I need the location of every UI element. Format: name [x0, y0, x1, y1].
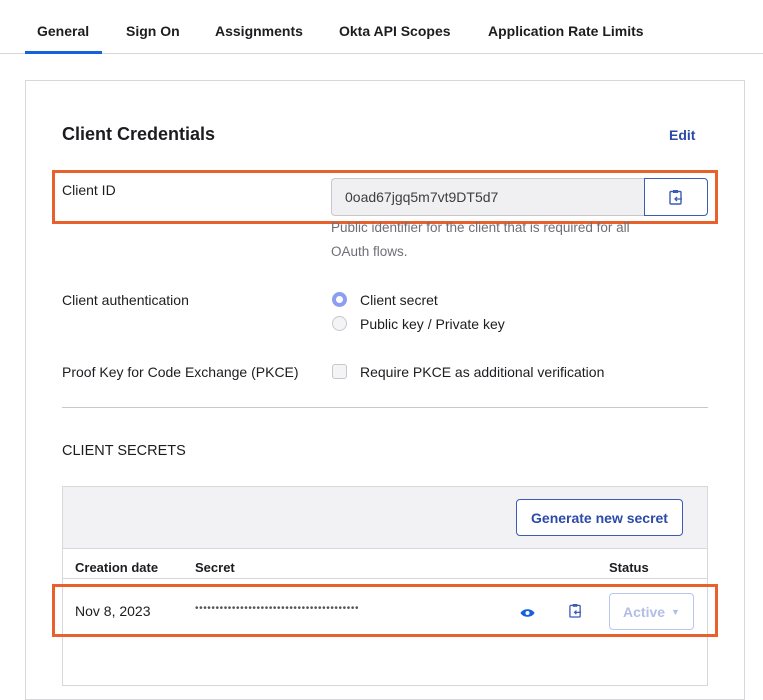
radio-public-private-key[interactable] — [332, 316, 347, 331]
secret-creation-date: Nov 8, 2023 — [75, 603, 151, 619]
highlight-box — [52, 170, 718, 224]
tab-sign-on[interactable]: Sign On — [126, 23, 180, 39]
tab-okta-api-scopes[interactable]: Okta API Scopes — [339, 23, 451, 39]
pkce-checkbox[interactable] — [332, 364, 347, 379]
copy-client-id-button[interactable] — [644, 178, 708, 216]
client-id-help-2: OAuth flows. — [331, 244, 408, 259]
status-dropdown[interactable]: Active ▼ — [609, 593, 694, 630]
eye-icon[interactable] — [520, 605, 535, 623]
tab-selected-indicator — [25, 51, 102, 54]
copy-secret-icon[interactable] — [569, 603, 582, 623]
generate-new-secret-button[interactable]: Generate new secret — [516, 499, 683, 536]
client-auth-label: Client authentication — [62, 292, 189, 308]
edit-link[interactable]: Edit — [669, 127, 696, 143]
tab-divider — [0, 53, 763, 54]
clipboard-icon — [669, 190, 682, 205]
radio-public-private-key-label[interactable]: Public key / Private key — [360, 316, 505, 332]
table-header-divider — [62, 578, 708, 579]
client-id-label: Client ID — [62, 182, 116, 198]
column-secret: Secret — [195, 560, 235, 575]
tab-general[interactable]: General — [37, 23, 90, 39]
tab-assignments[interactable]: Assignments — [215, 23, 303, 39]
client-id-field[interactable]: 0oad67jgq5m7vt9DT5d7 — [331, 178, 645, 216]
pkce-checkbox-label[interactable]: Require PKCE as additional verification — [360, 364, 605, 380]
status-value: Active — [623, 603, 666, 620]
column-status: Status — [609, 560, 649, 575]
column-creation-date: Creation date — [75, 560, 159, 575]
secret-masked-value: •••••••••••••••••••••••••••••••••••••••• — [195, 603, 360, 614]
client-secrets-title: CLIENT SECRETS — [62, 443, 186, 459]
section-title: Client Credentials — [62, 124, 216, 144]
pkce-label: Proof Key for Code Exchange (PKCE) — [62, 364, 299, 380]
divider — [62, 407, 708, 408]
client-id-help-1: Public identifier for the client that is… — [331, 220, 630, 235]
radio-client-secret[interactable] — [332, 292, 347, 307]
chevron-down-icon: ▼ — [671, 606, 680, 617]
highlight-box — [52, 584, 718, 637]
tab-application-rate-limits[interactable]: Application Rate Limits — [488, 23, 644, 39]
radio-client-secret-label[interactable]: Client secret — [360, 292, 438, 308]
